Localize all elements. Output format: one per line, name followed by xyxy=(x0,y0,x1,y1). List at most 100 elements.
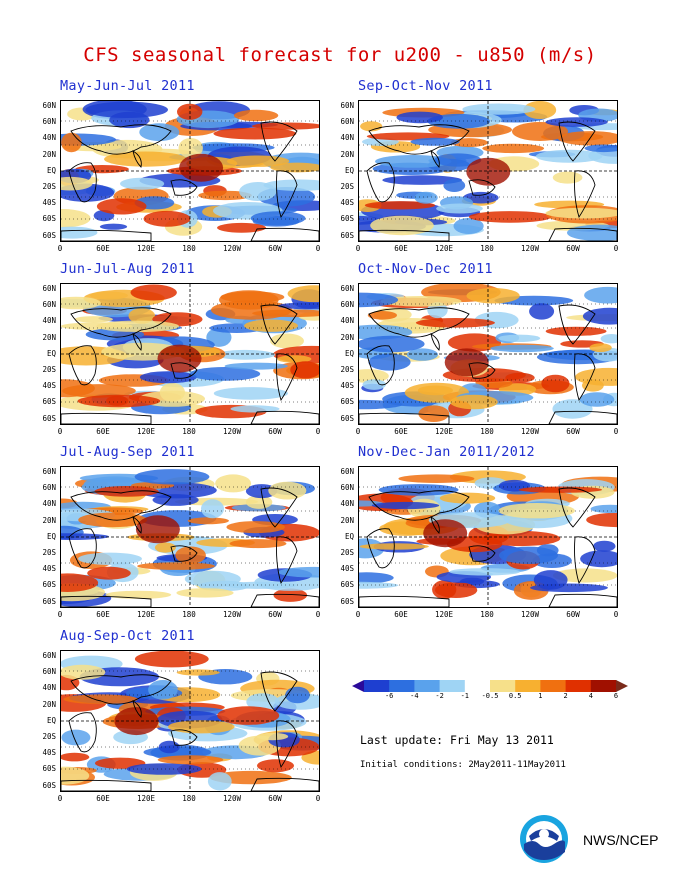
latitude-label: 60S xyxy=(340,214,354,224)
forecast-map xyxy=(358,100,618,242)
longitude-label: 60E xyxy=(394,427,408,436)
latitude-label: EQ xyxy=(46,531,56,541)
longitude-label: 0 xyxy=(613,427,619,436)
longitude-label: 60E xyxy=(394,610,408,619)
colorbar-label: 2 xyxy=(563,692,568,700)
anomaly-patch xyxy=(600,334,617,344)
longitude-label: 120E xyxy=(434,244,454,253)
anomaly-patch xyxy=(178,138,203,158)
latitude-label: 60N xyxy=(340,300,354,310)
anomaly-patch xyxy=(552,399,593,419)
coastline xyxy=(276,536,298,585)
latitude-label: 60N xyxy=(42,101,56,110)
anomaly-patch xyxy=(406,348,438,361)
anomaly-patch xyxy=(370,215,434,236)
longitude-label: 0 xyxy=(355,610,361,619)
latitude-label: 60S xyxy=(340,580,354,590)
coastline xyxy=(250,410,319,424)
anomaly-patch xyxy=(63,694,138,704)
anomaly-patch xyxy=(168,720,235,734)
longitude-label: 0 xyxy=(613,244,619,253)
longitude-label: 60W xyxy=(566,244,580,253)
anomaly-patch xyxy=(417,385,453,396)
longitude-label: 60E xyxy=(96,610,110,619)
anomaly-patch xyxy=(490,344,554,353)
longitude-label: 180 xyxy=(182,794,196,803)
anomaly-patch xyxy=(582,307,617,325)
coastline xyxy=(70,490,172,521)
anomaly-core xyxy=(179,153,224,182)
longitude-label: 120W xyxy=(520,427,540,436)
anomaly-patch xyxy=(61,573,99,592)
anomaly-patch xyxy=(410,137,460,146)
coastline xyxy=(276,170,298,219)
anomaly-patch xyxy=(499,546,558,564)
anomaly-patch xyxy=(545,326,607,336)
colorbar-svg xyxy=(352,680,628,692)
latitude-label: 60N xyxy=(340,284,354,293)
forecast-map xyxy=(358,466,618,608)
map-svg xyxy=(359,284,617,424)
coastline xyxy=(574,170,596,219)
coastline xyxy=(132,150,142,168)
anomaly-patch xyxy=(61,226,98,239)
coastline xyxy=(61,412,152,424)
colorbar-segment xyxy=(565,680,592,692)
anomaly-patch xyxy=(198,190,252,201)
longitude-label: 60E xyxy=(96,244,110,253)
colorbar-label: -0.5 xyxy=(481,692,499,700)
colorbar-label: 4 xyxy=(588,692,593,700)
latitude-label: 40N xyxy=(340,133,354,143)
coastline xyxy=(61,229,152,241)
coastline xyxy=(170,545,198,562)
longitude-label: 120W xyxy=(222,427,242,436)
longitude-label: 180 xyxy=(182,244,196,253)
anomaly-patch xyxy=(213,387,288,400)
anomaly-patch xyxy=(287,285,319,303)
colorbar-label: -6 xyxy=(384,692,394,700)
anomaly-patch xyxy=(552,171,583,184)
anomaly-patch xyxy=(61,729,91,746)
anomaly-patch xyxy=(368,353,411,371)
anomaly-patch xyxy=(207,772,232,791)
coastline xyxy=(70,307,172,338)
anomaly-patch xyxy=(277,302,319,310)
anomaly-patch xyxy=(466,288,520,304)
longitude-label: 120E xyxy=(136,244,156,253)
colorbar-segment xyxy=(540,680,567,692)
colorbar-label: -4 xyxy=(410,692,419,700)
coastline xyxy=(359,412,450,424)
anomaly-patch xyxy=(139,371,197,384)
anomaly-patch xyxy=(120,177,165,190)
anomaly-patch xyxy=(227,155,290,167)
anomaly-patch xyxy=(139,123,180,142)
latitude-label: 60S xyxy=(42,230,56,240)
longitude-label: 0 xyxy=(57,244,63,253)
panel-title: Jun-Jul-Aug 2011 xyxy=(60,261,195,277)
latitude-label: 20S xyxy=(340,365,354,374)
anomaly-patch xyxy=(61,752,90,762)
latitude-label: 40S xyxy=(42,381,56,391)
anomaly-patch xyxy=(579,392,615,407)
anomaly-patch xyxy=(175,546,206,564)
colorbar-label: 1 xyxy=(538,692,543,700)
anomaly-patch xyxy=(462,103,536,115)
longitude-label: 120E xyxy=(136,794,156,803)
latitude-label: 60N xyxy=(340,117,354,127)
longitude-label: 120W xyxy=(222,610,242,619)
anomaly-patch xyxy=(398,474,475,483)
latitude-label: 20N xyxy=(42,332,56,342)
anomaly-patch xyxy=(415,318,495,328)
latitude-label: 20N xyxy=(42,515,56,525)
latitude-label: 40S xyxy=(42,564,56,574)
forecast-map xyxy=(60,650,320,792)
anomaly-patch xyxy=(439,492,496,504)
anomaly-patch xyxy=(580,550,617,568)
latitude-label: 60S xyxy=(42,580,56,590)
coastline xyxy=(359,595,450,607)
longitude-label: 0 xyxy=(57,610,63,619)
longitude-label: 60W xyxy=(268,244,282,253)
longitude-label: 60W xyxy=(268,610,282,619)
latitude-label: 60S xyxy=(42,764,56,774)
latitude-label: 60N xyxy=(42,483,56,493)
